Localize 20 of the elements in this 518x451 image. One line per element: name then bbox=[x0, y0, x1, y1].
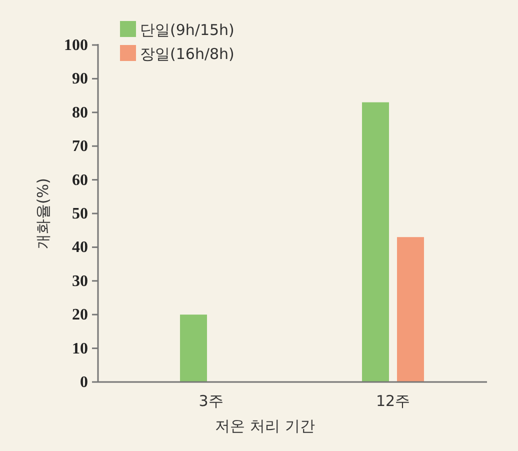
y-tick-label: 60 bbox=[72, 172, 88, 189]
y-tick-label: 100 bbox=[64, 37, 88, 54]
y-tick-label: 20 bbox=[72, 306, 88, 324]
y-axis-title: 개화율(%) bbox=[34, 178, 52, 249]
x-axis-title: 저온 처리 기간 bbox=[215, 417, 315, 435]
y-tick-label: 70 bbox=[72, 138, 88, 156]
y-tick-label: 10 bbox=[72, 340, 88, 358]
x-tick-label: 3주 bbox=[198, 392, 224, 410]
y-tick-label: 0 bbox=[80, 374, 88, 391]
bar bbox=[362, 102, 389, 382]
bar bbox=[397, 237, 424, 382]
bar bbox=[180, 314, 207, 382]
y-tick-label: 80 bbox=[72, 104, 88, 122]
y-tick-label: 30 bbox=[72, 272, 88, 290]
y-tick-label: 40 bbox=[72, 239, 88, 256]
legend-label: 단일(9h/15h) bbox=[140, 21, 234, 39]
y-tick-label: 50 bbox=[72, 206, 88, 222]
x-tick-label: 12주 bbox=[376, 392, 410, 410]
y-tick-label: 90 bbox=[72, 70, 88, 88]
legend-label: 장일(16h/8h) bbox=[140, 45, 234, 63]
